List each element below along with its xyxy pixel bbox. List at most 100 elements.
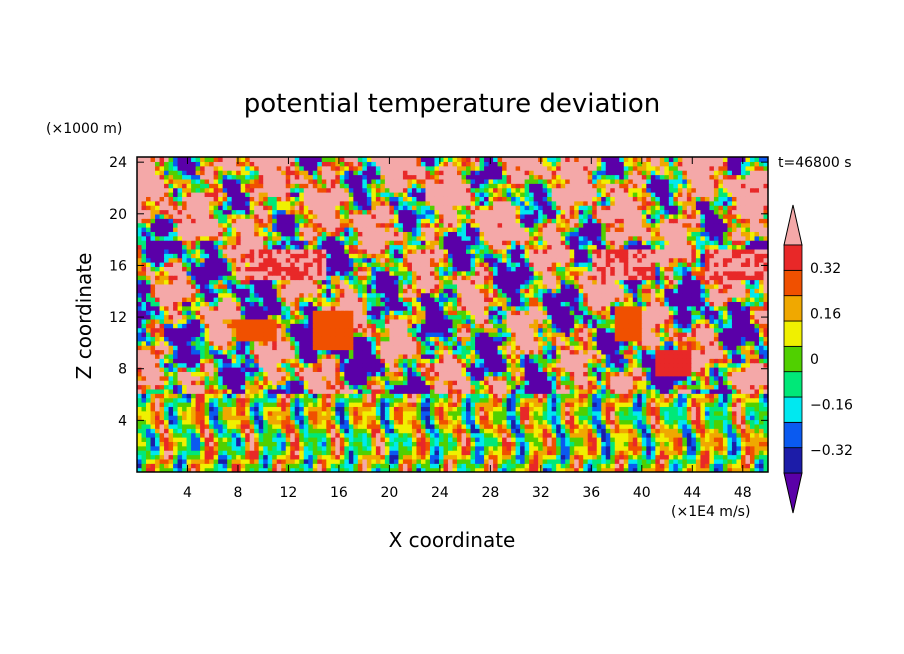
heatmap-cell bbox=[718, 467, 724, 472]
heatmap-cell bbox=[380, 423, 386, 429]
heatmap-cell bbox=[515, 332, 521, 337]
heatmap-cell bbox=[164, 406, 170, 412]
heatmap-cell bbox=[272, 384, 278, 390]
heatmap-cell bbox=[488, 358, 494, 364]
heatmap-cell bbox=[727, 318, 733, 324]
heatmap-cell bbox=[240, 458, 246, 464]
heatmap-cell bbox=[434, 384, 440, 390]
heatmap-cell bbox=[655, 388, 661, 394]
heatmap-cell bbox=[700, 380, 706, 386]
heatmap-cell bbox=[317, 410, 323, 416]
heatmap-cell bbox=[745, 397, 751, 403]
heatmap-cell bbox=[511, 402, 517, 407]
heatmap-cell bbox=[502, 332, 508, 337]
heatmap-cell bbox=[524, 367, 530, 372]
heatmap-cell bbox=[191, 450, 197, 456]
heatmap-cell bbox=[362, 384, 368, 390]
heatmap-cell bbox=[173, 327, 179, 333]
heatmap-cell bbox=[195, 441, 201, 447]
heatmap-cell bbox=[641, 445, 647, 451]
heatmap-cell bbox=[695, 450, 701, 456]
heatmap-cell bbox=[749, 410, 756, 416]
heatmap-cell bbox=[722, 340, 729, 346]
heatmap-cell bbox=[137, 441, 143, 447]
heatmap-cell bbox=[610, 384, 616, 390]
heatmap-cell bbox=[389, 388, 395, 394]
heatmap-cell bbox=[204, 419, 210, 425]
heatmap-cell bbox=[173, 332, 179, 337]
heatmap-cell bbox=[326, 454, 332, 460]
heatmap-cell bbox=[411, 423, 418, 429]
heatmap-cell bbox=[191, 358, 197, 364]
heatmap-cell bbox=[290, 419, 296, 425]
heatmap-cell bbox=[159, 336, 165, 342]
heatmap-cell bbox=[407, 423, 413, 429]
heatmap-cell bbox=[704, 353, 711, 359]
heatmap-cell bbox=[159, 314, 165, 320]
heatmap-cell bbox=[538, 445, 544, 451]
heatmap-cell bbox=[380, 410, 386, 416]
heatmap-cell bbox=[420, 367, 427, 372]
heatmap-cell bbox=[141, 432, 147, 438]
heatmap-cell bbox=[299, 423, 305, 429]
heatmap-cell bbox=[691, 467, 697, 472]
heatmap-cell bbox=[497, 371, 503, 377]
heatmap-cell bbox=[213, 441, 219, 447]
heatmap-cell bbox=[493, 437, 499, 442]
heatmap-cell bbox=[209, 380, 215, 386]
heatmap-cell bbox=[290, 362, 296, 368]
heatmap-cell bbox=[290, 445, 296, 451]
heatmap-cell bbox=[380, 367, 386, 372]
heatmap-cell bbox=[443, 314, 449, 320]
heatmap-cell bbox=[353, 358, 359, 364]
heatmap-cell bbox=[195, 415, 201, 421]
heatmap-cell bbox=[479, 349, 485, 355]
heatmap-cell bbox=[601, 445, 607, 451]
heatmap-cell bbox=[321, 358, 327, 364]
heatmap-cell bbox=[204, 384, 210, 390]
heatmap-cell bbox=[366, 428, 372, 434]
heatmap-cell bbox=[736, 428, 742, 434]
heatmap-cell bbox=[520, 458, 526, 464]
heatmap-cell bbox=[623, 410, 629, 416]
heatmap-cell bbox=[587, 410, 593, 416]
heatmap-cell bbox=[686, 388, 692, 394]
heatmap-cell bbox=[493, 463, 499, 469]
heatmap-cell bbox=[398, 327, 404, 333]
heatmap-cell bbox=[452, 393, 458, 399]
heatmap-cell bbox=[402, 415, 409, 421]
heatmap-cell bbox=[655, 423, 661, 429]
heatmap-cell bbox=[731, 437, 738, 442]
heatmap-cell bbox=[366, 406, 372, 412]
heatmap-cell bbox=[173, 402, 179, 407]
heatmap-cell bbox=[686, 332, 692, 337]
heatmap-cell bbox=[245, 388, 251, 394]
heatmap-cell bbox=[632, 318, 638, 324]
heatmap-cell bbox=[429, 367, 436, 372]
heatmap-cell bbox=[384, 432, 390, 438]
heatmap-cell bbox=[524, 371, 530, 377]
heatmap-cell bbox=[285, 384, 291, 390]
heatmap-cell bbox=[727, 388, 733, 394]
heatmap-cell bbox=[290, 454, 296, 460]
heatmap-cell bbox=[177, 419, 183, 425]
heatmap-cell bbox=[457, 419, 463, 425]
heatmap-cell bbox=[628, 467, 634, 472]
heatmap-cell bbox=[655, 397, 661, 403]
heatmap-cell bbox=[596, 393, 602, 399]
heatmap-cell bbox=[438, 349, 445, 355]
heatmap-cell bbox=[344, 467, 350, 472]
heatmap-cell bbox=[763, 323, 768, 329]
heatmap-cell bbox=[141, 353, 147, 359]
heatmap-cell bbox=[511, 437, 517, 442]
heatmap-cell bbox=[529, 419, 535, 425]
heatmap-cell bbox=[218, 362, 224, 368]
heatmap-cell bbox=[488, 441, 494, 447]
heatmap-cell bbox=[551, 402, 557, 407]
heatmap-cell bbox=[209, 371, 215, 377]
heatmap-cell bbox=[601, 463, 607, 469]
heatmap-cell bbox=[308, 406, 314, 412]
heatmap-cell bbox=[357, 458, 363, 464]
heatmap-cell bbox=[353, 419, 359, 425]
heatmap-cell bbox=[677, 362, 683, 368]
